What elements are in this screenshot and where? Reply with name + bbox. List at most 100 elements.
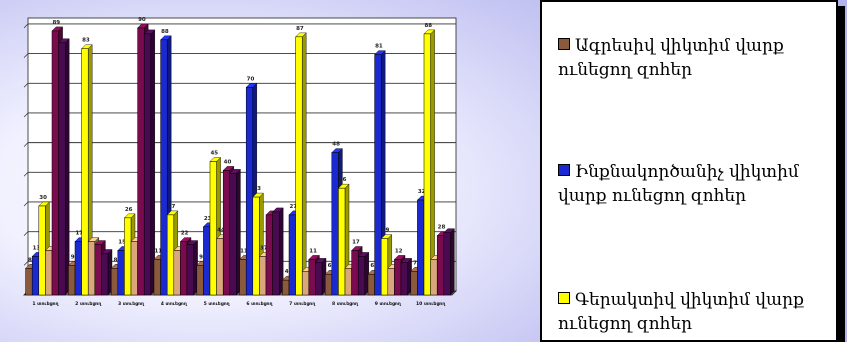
x-tick-label: 6 տուեցող bbox=[246, 301, 273, 307]
legend-swatch-self-destructive bbox=[558, 164, 570, 176]
data-label: 4 bbox=[285, 269, 289, 275]
bar bbox=[180, 241, 188, 296]
data-label: 17 bbox=[352, 239, 360, 245]
bar bbox=[229, 173, 237, 296]
data-label: 8 bbox=[114, 257, 118, 263]
bar bbox=[101, 253, 109, 296]
bar bbox=[272, 211, 280, 296]
gridline-depth bbox=[23, 83, 29, 88]
bar bbox=[110, 268, 119, 296]
data-label: 9 bbox=[71, 254, 75, 260]
bar bbox=[203, 226, 211, 296]
data-label: 83 bbox=[82, 38, 90, 44]
data-label: 44 bbox=[217, 228, 225, 234]
data-label: 48 bbox=[332, 142, 340, 148]
bar bbox=[430, 259, 438, 296]
legend-label-aggressive: Ագրեսիվ վիկտիմ վարք ունեցող զոհեր bbox=[558, 36, 784, 80]
data-label: 40 bbox=[224, 159, 232, 165]
bar bbox=[295, 36, 303, 296]
data-label: 37 bbox=[260, 245, 268, 251]
gridline-depth bbox=[23, 23, 29, 29]
bar bbox=[38, 205, 46, 296]
bar bbox=[117, 250, 125, 296]
bar bbox=[196, 265, 204, 296]
data-label: 19 bbox=[382, 228, 390, 234]
x-tick-label: 4 տուեցող bbox=[161, 301, 188, 307]
bar bbox=[301, 271, 310, 296]
bar bbox=[380, 238, 389, 296]
gridline-depth bbox=[23, 201, 29, 207]
bar bbox=[252, 196, 260, 296]
bar bbox=[137, 27, 145, 296]
bar bbox=[443, 232, 451, 296]
data-label: 87 bbox=[296, 26, 304, 32]
gridline-depth bbox=[23, 142, 29, 147]
bar bbox=[160, 39, 168, 296]
legend-item-aggressive: Ագրեսիվ վիկտիմ վարք ունեցող զոհեր bbox=[558, 34, 830, 82]
data-label: 27 bbox=[168, 204, 176, 210]
bar-side bbox=[302, 32, 307, 296]
data-label: 15 bbox=[118, 239, 126, 245]
gridline-depth bbox=[23, 261, 29, 266]
gridline-depth bbox=[23, 112, 29, 118]
data-label: 27 bbox=[289, 204, 297, 210]
x-tick-label: 1 տուեցող bbox=[32, 301, 59, 307]
data-label: 88 bbox=[161, 29, 169, 35]
data-label: 8 bbox=[28, 257, 32, 263]
bar bbox=[130, 241, 138, 296]
data-label: 6 bbox=[328, 263, 332, 269]
bar bbox=[387, 268, 395, 296]
bar bbox=[259, 256, 267, 296]
x-tick-label: 9 տուեցող bbox=[375, 301, 402, 307]
data-label: 9 bbox=[199, 254, 203, 260]
bar bbox=[216, 238, 224, 296]
bar bbox=[31, 256, 40, 296]
bar bbox=[351, 250, 359, 296]
x-tick-label: 10 տուեցող bbox=[416, 301, 446, 307]
bar bbox=[87, 241, 96, 296]
bar bbox=[324, 273, 333, 296]
gridline-depth bbox=[23, 231, 29, 236]
gridline-depth bbox=[23, 172, 29, 177]
bar bbox=[436, 235, 445, 296]
legend-label-hyperactive: Գերակտիվ վիկտիմ վարք ունեցող զոհեր bbox=[558, 290, 804, 334]
data-label: 45 bbox=[210, 150, 218, 156]
data-label: 81 bbox=[375, 44, 383, 50]
bar bbox=[315, 262, 323, 296]
bar bbox=[308, 259, 316, 296]
bar bbox=[417, 199, 425, 296]
bar bbox=[143, 33, 152, 296]
bar-side bbox=[430, 29, 435, 296]
bar bbox=[282, 279, 290, 296]
bar bbox=[81, 48, 89, 296]
legend: Ագրեսիվ վիկտիմ վարք ունեցող զոհեր Ինքնակ… bbox=[540, 0, 838, 342]
bar bbox=[331, 152, 339, 296]
bar bbox=[357, 256, 366, 296]
bar bbox=[338, 187, 346, 296]
data-label: 32 bbox=[418, 189, 426, 195]
data-label: 7 bbox=[413, 260, 417, 266]
x-tick-label: 5 տուեցող bbox=[204, 301, 231, 307]
legend-swatch-aggressive bbox=[558, 38, 570, 50]
x-tick-label: 7 տուեցող bbox=[289, 301, 316, 307]
data-label: 13 bbox=[33, 245, 41, 251]
bar bbox=[394, 259, 402, 296]
bar bbox=[94, 244, 102, 296]
x-tick-label: 2 տուեցող bbox=[75, 301, 102, 307]
bar bbox=[222, 170, 231, 296]
bar bbox=[288, 214, 296, 296]
data-label: 36 bbox=[339, 177, 347, 183]
data-label: 89 bbox=[52, 20, 60, 26]
data-label: 30 bbox=[39, 195, 47, 201]
bar bbox=[58, 42, 66, 296]
data-label: 22 bbox=[181, 231, 189, 237]
bar bbox=[51, 30, 59, 296]
bar bbox=[265, 214, 273, 296]
bar bbox=[45, 250, 53, 296]
bar bbox=[367, 273, 375, 296]
bar bbox=[153, 259, 161, 296]
bar-side bbox=[150, 29, 156, 296]
bar bbox=[68, 265, 76, 296]
gridline-depth bbox=[23, 53, 29, 58]
data-label: 33 bbox=[253, 186, 261, 192]
